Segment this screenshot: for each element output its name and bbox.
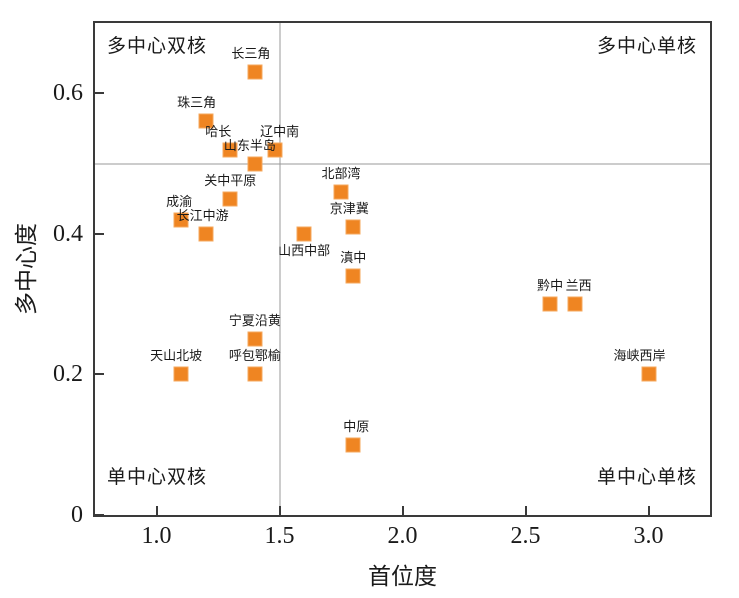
data-point-label: 成渝 <box>166 193 193 209</box>
plot-area: 多中心双核 多中心单核 单中心双核 单中心单核 首位度 1.0 1.5 2.0 2.5… <box>53 21 712 589</box>
quadrant-label-top-left: 多中心双核 <box>107 36 208 57</box>
data-point-marker <box>247 156 263 172</box>
data-point-marker <box>247 366 263 382</box>
y-axis-tick <box>95 373 104 376</box>
data-point-marker <box>247 331 263 347</box>
x-axis-tick <box>401 506 404 515</box>
data-point-label: 辽中南 <box>260 123 300 139</box>
data-point-marker <box>345 219 361 235</box>
data-point-label: 兰西 <box>565 278 592 294</box>
data-point-marker <box>641 366 656 382</box>
x-axis-tick-label: 2.0 <box>387 523 418 549</box>
data-point-label: 黔中 <box>537 278 564 294</box>
y-axis-tick-label: 0.6 <box>53 80 83 107</box>
data-point-label: 长江中游 <box>176 207 229 223</box>
data-point-marker <box>267 142 283 157</box>
data-point-marker <box>198 113 214 129</box>
data-point-marker <box>296 226 312 242</box>
quadrant-label-top-right: 多中心单核 <box>596 36 697 57</box>
y-axis-title: 多中心度 <box>14 223 39 315</box>
data-point-label: 山西中部 <box>278 242 331 258</box>
y-axis-tick-label: 0.4 <box>53 220 83 247</box>
data-point-marker <box>542 296 558 312</box>
x-axis-tick-label: 3.0 <box>633 523 664 549</box>
data-point-marker <box>173 366 189 382</box>
data-point-marker <box>333 184 349 200</box>
y-axis-tick <box>95 514 104 516</box>
data-point-label: 京津冀 <box>329 200 369 216</box>
data-point-label: 宁夏沿黄 <box>228 313 281 329</box>
data-point-marker <box>222 191 238 207</box>
data-point-label: 滇中 <box>340 250 367 266</box>
x-axis-tick-label: 1.0 <box>141 523 172 549</box>
x-axis-tick <box>524 506 527 515</box>
quadrant-label-bottom-left: 单中心双核 <box>107 467 208 488</box>
y-axis-tick <box>95 92 104 95</box>
data-point-label: 关中平原 <box>204 172 257 188</box>
data-point-label: 中原 <box>343 418 370 434</box>
data-point-marker <box>345 437 361 453</box>
data-point-marker <box>567 296 583 312</box>
data-point-marker <box>247 64 263 80</box>
data-point-marker <box>198 226 214 242</box>
quadrant-label-bottom-right: 单中心单核 <box>596 467 697 488</box>
x-axis-tick <box>155 506 158 515</box>
x-axis-tick-label: 2.5 <box>510 523 541 549</box>
quadrant-divider-vertical <box>279 23 280 515</box>
x-axis-tick <box>278 506 281 515</box>
data-point-label: 山东半岛 <box>223 137 276 153</box>
x-axis-tick <box>647 506 650 515</box>
data-point-label: 呼包鄂榆 <box>228 348 281 364</box>
data-point-marker <box>222 142 238 157</box>
quadrant-divider-horizontal <box>95 163 710 165</box>
data-point-label: 天山北坡 <box>150 348 203 364</box>
y-axis-tick <box>95 232 104 235</box>
y-axis-tick-label: 0.2 <box>53 361 83 388</box>
data-point-label: 哈长 <box>205 123 232 139</box>
data-point-label: 长三角 <box>231 46 271 62</box>
data-point-marker <box>173 212 189 228</box>
data-point-marker <box>345 268 361 284</box>
data-point-label: 海峡西岸 <box>613 348 666 364</box>
data-point-label: 珠三角 <box>177 95 217 111</box>
data-point-label: 北部湾 <box>321 165 361 181</box>
x-axis-title: 首位度 <box>368 564 437 589</box>
y-axis-tick-label: 0 <box>71 502 83 528</box>
x-axis-tick-label: 1.5 <box>264 523 295 549</box>
